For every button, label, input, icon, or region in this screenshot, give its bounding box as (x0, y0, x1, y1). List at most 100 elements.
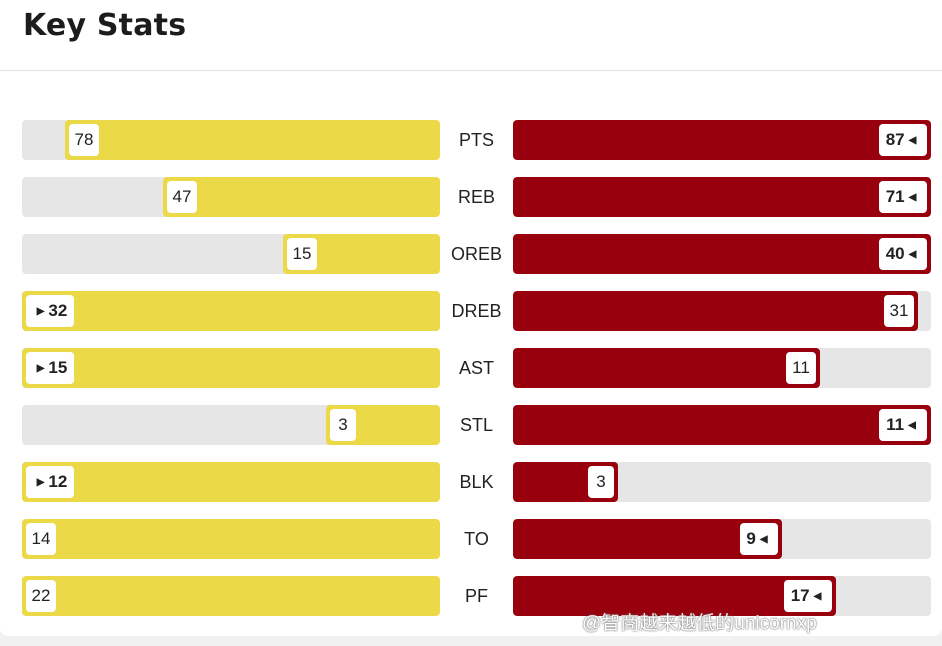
right-team-bar: 9 ◀ (513, 519, 782, 559)
left-team-value: 3 (330, 409, 356, 441)
left-team-value: 14 (26, 523, 56, 555)
stat-row: 47 REB 71 ◀ (0, 177, 942, 217)
value-label: 31 (889, 301, 909, 320)
right-team-bar: 3 (513, 462, 618, 502)
stat-row: 78 PTS 87 ◀ (0, 120, 942, 160)
left-team-track: ▶ 12 (22, 462, 440, 502)
left-team-track: 22 (22, 576, 440, 616)
left-team-bar: 22 (22, 576, 440, 616)
value-label: 11 (886, 415, 905, 434)
value-label: 14 (31, 529, 51, 548)
left-team-track: 15 (22, 234, 440, 274)
right-team-track: 3 (513, 462, 931, 502)
right-team-bar: 11 ◀ (513, 405, 931, 445)
left-team-track: 78 (22, 120, 440, 160)
left-team-track: 3 (22, 405, 440, 445)
right-team-bar: 31 (513, 291, 918, 331)
stat-category-label: OREB (450, 243, 502, 264)
leader-left-arrow-icon: ◀ (908, 191, 917, 203)
right-team-value: 11 (786, 352, 816, 384)
value-label: 3 (338, 415, 348, 434)
leader-right-arrow-icon: ▶ (36, 362, 45, 374)
left-team-track: ▶ 32 (22, 291, 440, 331)
stat-row: ▶ 12 BLK 3 (0, 462, 942, 502)
left-team-value: ▶ 12 (26, 466, 74, 498)
right-team-track: 17 ◀ (513, 576, 931, 616)
left-team-track: 47 (22, 177, 440, 217)
header-divider (0, 70, 942, 71)
leader-right-arrow-icon: ▶ (36, 305, 45, 317)
right-team-value: 17 ◀ (784, 580, 832, 612)
right-team-track: 11 ◀ (513, 405, 931, 445)
stat-category-label: AST (458, 357, 494, 378)
leader-left-arrow-icon: ◀ (908, 134, 917, 146)
left-team-bar: 14 (22, 519, 440, 559)
right-team-value: 3 (588, 466, 614, 498)
right-team-value: 40 ◀ (879, 238, 927, 270)
value-label: 15 (48, 358, 68, 377)
value-label: 71 (885, 187, 905, 206)
value-label: 12 (48, 472, 68, 491)
value-label: 3 (596, 472, 606, 491)
stat-row: 15 OREB 40 ◀ (0, 234, 942, 274)
stat-category-label: BLK (459, 471, 494, 492)
right-team-value: 71 ◀ (879, 181, 927, 213)
right-team-bar: 40 ◀ (513, 234, 931, 274)
value-label: 78 (74, 130, 94, 149)
left-team-bar: 78 (65, 120, 440, 160)
leader-left-arrow-icon: ◀ (908, 248, 917, 260)
stat-row: ▶ 32 DREB 31 (0, 291, 942, 331)
stat-row: 22 PF 17 ◀ (0, 576, 942, 616)
left-team-value: 78 (69, 124, 99, 156)
right-team-bar: 17 ◀ (513, 576, 836, 616)
right-team-bar: 71 ◀ (513, 177, 931, 217)
value-label: 47 (172, 187, 192, 206)
stat-row: 3 STL 11 ◀ (0, 405, 942, 445)
value-label: 22 (31, 586, 51, 605)
left-team-bar: ▶ 12 (22, 462, 440, 502)
left-team-bar: 47 (163, 177, 440, 217)
right-team-track: 9 ◀ (513, 519, 931, 559)
left-team-value: ▶ 32 (26, 295, 74, 327)
watermark: @智商越来越低的unicornxp (582, 613, 817, 634)
stat-category-label: REB (457, 186, 495, 207)
stat-row: ▶ 15 AST 11 (0, 348, 942, 388)
stat-category-label: PF (464, 585, 488, 606)
stat-row: 14 TO 9 ◀ (0, 519, 942, 559)
right-team-track: 31 (513, 291, 931, 331)
value-label: 40 (885, 244, 905, 263)
value-label: 17 (790, 586, 810, 605)
stat-category-label: STL (459, 414, 493, 435)
right-team-value: 87 ◀ (879, 124, 927, 156)
right-team-track: 71 ◀ (513, 177, 931, 217)
left-team-track: ▶ 15 (22, 348, 440, 388)
value-label: 9 (746, 529, 756, 548)
left-team-bar: ▶ 15 (22, 348, 440, 388)
right-team-track: 11 (513, 348, 931, 388)
right-team-value: 9 ◀ (740, 523, 778, 555)
value-label: 32 (48, 301, 68, 320)
right-team-bar: 11 (513, 348, 820, 388)
left-team-value: 22 (26, 580, 56, 612)
left-team-track: 14 (22, 519, 440, 559)
right-team-bar: 87 ◀ (513, 120, 931, 160)
leader-right-arrow-icon: ▶ (36, 476, 45, 488)
stat-category-label: PTS (458, 129, 494, 150)
value-label: 11 (792, 358, 810, 377)
right-team-value: 11 ◀ (879, 409, 927, 441)
value-label: 87 (885, 130, 905, 149)
left-team-bar: ▶ 32 (22, 291, 440, 331)
left-team-value: 47 (167, 181, 197, 213)
right-team-track: 40 ◀ (513, 234, 931, 274)
stat-category-label: TO (464, 528, 489, 549)
left-team-bar: 3 (326, 405, 440, 445)
right-team-track: 87 ◀ (513, 120, 931, 160)
page-title: Key Stats (23, 8, 187, 43)
left-team-bar: 15 (283, 234, 440, 274)
left-team-value: ▶ 15 (26, 352, 74, 384)
left-team-value: 15 (287, 238, 317, 270)
leader-left-arrow-icon: ◀ (813, 590, 822, 602)
value-label: 15 (292, 244, 312, 263)
leader-left-arrow-icon: ◀ (908, 419, 916, 431)
